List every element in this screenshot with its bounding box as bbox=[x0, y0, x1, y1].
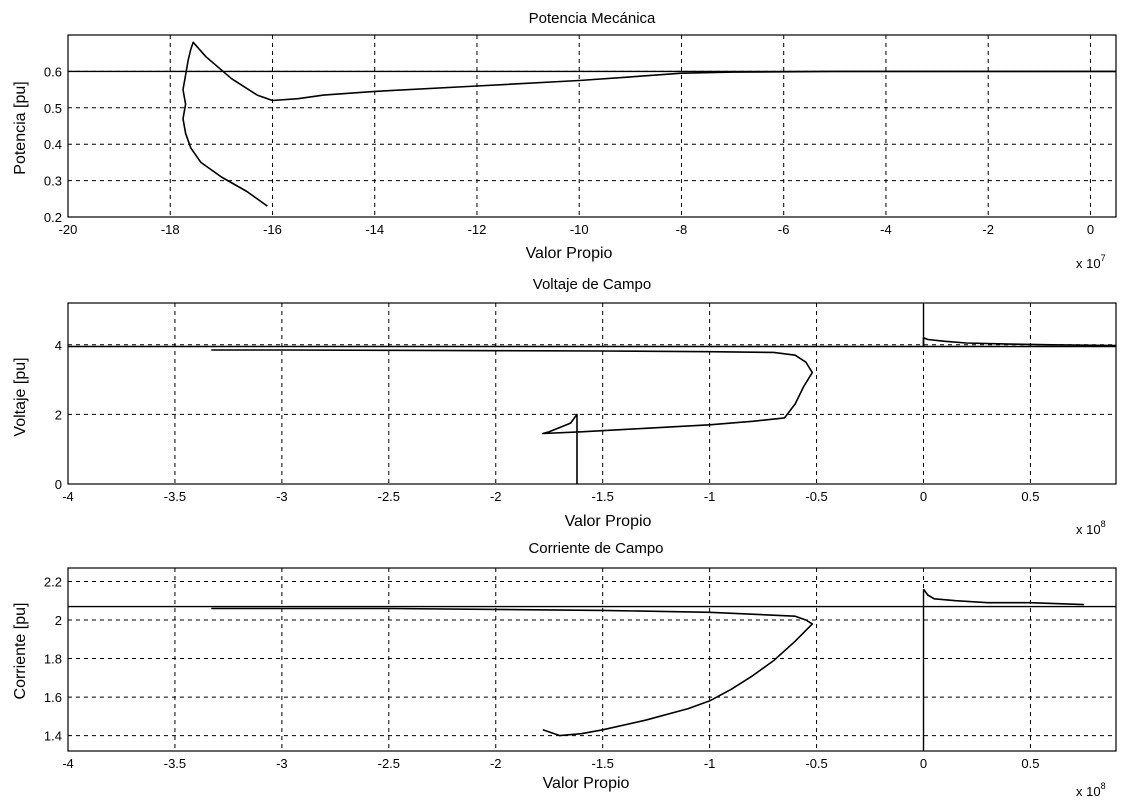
x-tick-label: -3.5 bbox=[164, 756, 186, 771]
x-tick-label: -8 bbox=[676, 222, 688, 237]
y-tick-label: 0.2 bbox=[44, 210, 62, 225]
chart-potencia-mecanica: Potencia Mecánica Potencia [pu] Valor Pr… bbox=[12, 10, 1117, 271]
x-tick-label: -10 bbox=[570, 222, 589, 237]
x-tick-label: -2.5 bbox=[378, 756, 400, 771]
chart-voltaje-de-campo: Voltaje de Campo Voltaje [pu] Valor Prop… bbox=[12, 276, 1117, 537]
y-tick-label: 2 bbox=[55, 613, 62, 628]
x-tick-label: 0.5 bbox=[1021, 489, 1039, 504]
x-multiplier-label: x 108 bbox=[1076, 519, 1106, 537]
x-tick-label: -0.5 bbox=[805, 756, 827, 771]
chart-title: Corriente de Campo bbox=[528, 540, 663, 557]
plot-area bbox=[67, 567, 1117, 752]
chart-title: Voltaje de Campo bbox=[533, 276, 651, 293]
x-tick-labels: -4 -3.5 -3 -2.5 -2 -1.5 -1 -0.5 0 0.5 bbox=[62, 756, 1039, 771]
y-tick-label: 4 bbox=[55, 338, 62, 353]
series-line-1 bbox=[211, 607, 814, 737]
x-tick-label: -0.5 bbox=[805, 489, 827, 504]
x-tick-label: -2 bbox=[982, 222, 994, 237]
grid bbox=[67, 303, 1116, 485]
x-tick-label: -3.5 bbox=[164, 489, 186, 504]
x-tick-label: -12 bbox=[468, 222, 487, 237]
y-tick-label: 2.2 bbox=[44, 574, 62, 589]
x-axis-label: Valor Propio bbox=[526, 245, 613, 262]
x-exponent: 8 bbox=[1101, 519, 1106, 529]
y-tick-label: 0.4 bbox=[44, 137, 62, 152]
y-tick-label: 1.8 bbox=[44, 652, 62, 667]
plot-area bbox=[67, 34, 1117, 218]
series-group bbox=[211, 336, 1117, 484]
series-line-1 bbox=[182, 41, 1116, 207]
y-axis-label: Corriente [pu] bbox=[12, 603, 29, 700]
x-exponent: 7 bbox=[1101, 253, 1106, 263]
y-tick-labels: 0.2 0.3 0.4 0.5 0.6 bbox=[44, 64, 62, 225]
x-tick-label: -3 bbox=[276, 489, 288, 504]
series-line-2 bbox=[922, 336, 1117, 347]
y-tick-label: 2 bbox=[55, 407, 62, 422]
x-tick-label: -16 bbox=[263, 222, 282, 237]
x-tick-label: 0 bbox=[1087, 222, 1094, 237]
x-tick-label: -1.5 bbox=[591, 489, 613, 504]
x-tick-label: -1 bbox=[704, 489, 716, 504]
x-tick-label: -4 bbox=[62, 489, 74, 504]
series-line-2 bbox=[922, 588, 1084, 606]
x-tick-label: -1.5 bbox=[591, 756, 613, 771]
x-tick-label: -20 bbox=[59, 222, 78, 237]
reference-lines bbox=[68, 303, 1116, 348]
x-tick-label: -14 bbox=[365, 222, 384, 237]
chart-title: Potencia Mecánica bbox=[529, 10, 656, 27]
x-tick-label: -3 bbox=[276, 756, 288, 771]
grid bbox=[67, 568, 1116, 751]
y-tick-label: 0.3 bbox=[44, 174, 62, 189]
x-tick-label: -4 bbox=[880, 222, 892, 237]
reference-lines bbox=[68, 589, 1116, 751]
x-axis-label: Valor Propio bbox=[565, 513, 652, 530]
x-tick-label: 0 bbox=[920, 489, 927, 504]
x-tick-labels: -4 -3.5 -3 -2.5 -2 -1.5 -1 -0.5 0 0.5 bbox=[62, 489, 1039, 504]
y-tick-label: 1.4 bbox=[44, 729, 62, 744]
x-tick-label: -4 bbox=[62, 756, 74, 771]
y-axis-label: Voltaje [pu] bbox=[12, 357, 29, 436]
x-tick-label: -2 bbox=[490, 489, 502, 504]
y-tick-label: 0.6 bbox=[44, 64, 62, 79]
x-axis-label: Valor Propio bbox=[543, 775, 630, 792]
x-multiplier-label: x 108 bbox=[1076, 781, 1106, 799]
x-tick-label: -2.5 bbox=[378, 489, 400, 504]
plot-area bbox=[67, 302, 1117, 485]
series-line-1 bbox=[211, 349, 814, 484]
y-tick-labels: 0 2 4 bbox=[55, 338, 62, 492]
x-tick-label: 0.5 bbox=[1021, 756, 1039, 771]
x-tick-label: 0 bbox=[920, 756, 927, 771]
x-tick-labels: -20 -18 -16 -14 -12 -10 -8 -6 -4 -2 0 bbox=[59, 222, 1094, 237]
chart-corriente-de-campo: Corriente de Campo Corriente [pu] Valor … bbox=[12, 540, 1117, 799]
series-group bbox=[182, 41, 1116, 207]
series-group bbox=[211, 588, 1084, 737]
x-tick-label: -6 bbox=[778, 222, 790, 237]
x-multiplier-label: x 107 bbox=[1076, 253, 1106, 271]
x-tick-label: -2 bbox=[490, 756, 502, 771]
x-tick-label: -1 bbox=[704, 756, 716, 771]
y-axis-label: Potencia [pu] bbox=[12, 81, 29, 174]
x-tick-label: -18 bbox=[161, 222, 180, 237]
y-tick-label: 1.6 bbox=[44, 690, 62, 705]
y-tick-label: 0 bbox=[55, 477, 62, 492]
x-exponent: 8 bbox=[1101, 781, 1106, 791]
y-tick-labels: 1.4 1.6 1.8 2 2.2 bbox=[44, 574, 62, 743]
y-tick-label: 0.5 bbox=[44, 101, 62, 116]
grid bbox=[67, 35, 1116, 218]
